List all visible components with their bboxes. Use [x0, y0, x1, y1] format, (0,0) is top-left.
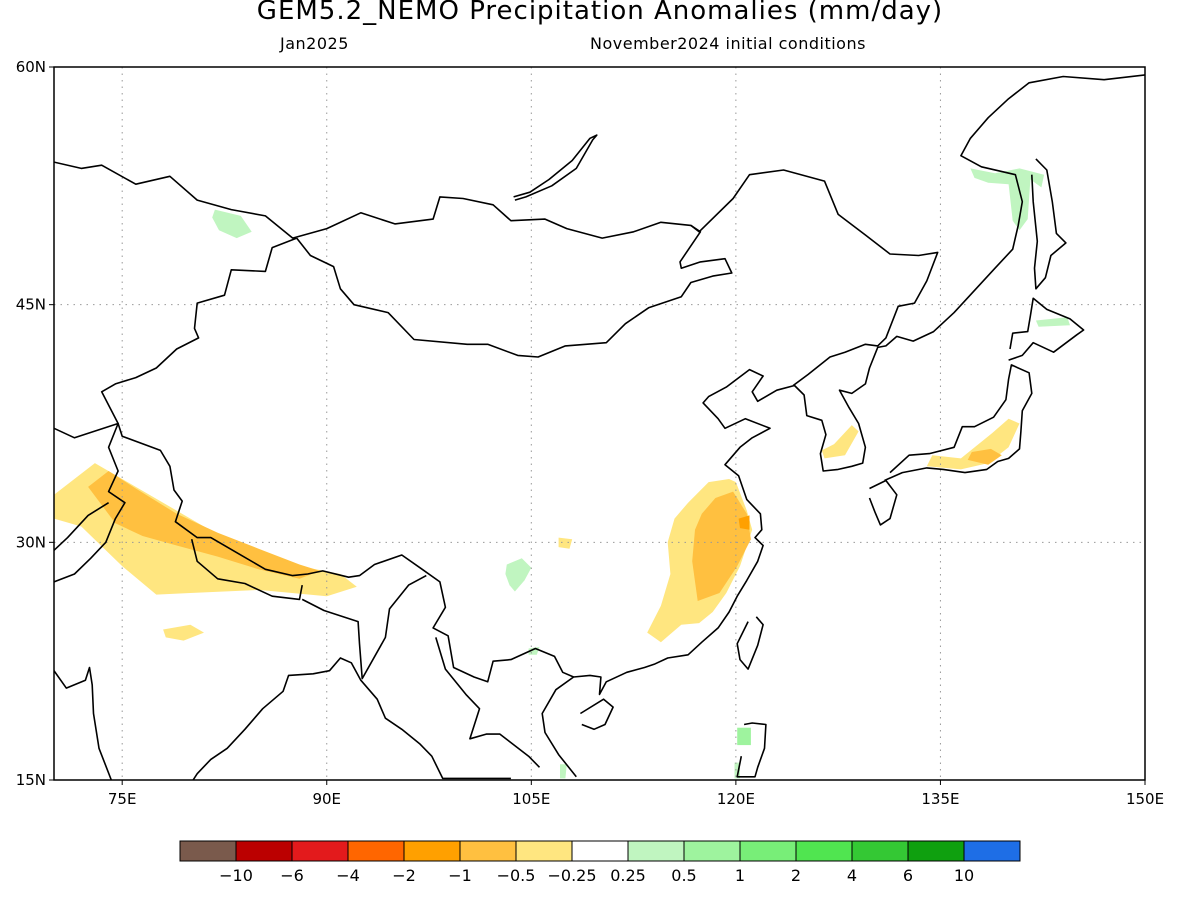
colorbar-swatch: [515, 840, 573, 862]
coastline-japan-honshu: [884, 364, 1033, 482]
lat-tick-label: 30N: [16, 533, 46, 551]
axis-labels-layer: 60N 45N 30N 15N 75E 90E 105E 120E 135E 150E: [16, 58, 1164, 808]
colorbar-swatch: [235, 840, 293, 862]
colorbar-label: 0.25: [610, 866, 646, 885]
anomaly-region-central-india-dry: [163, 624, 204, 641]
anomaly-region-japan-dry-inner: [967, 448, 1002, 465]
coastline-japan-hokkaido: [1008, 297, 1085, 361]
anomaly-region-yangtze-delta-drier: [738, 515, 750, 530]
colorbar-label: 1: [735, 866, 745, 885]
colorbar-label: −1: [448, 866, 472, 885]
colorbar-label: 2: [791, 866, 801, 885]
colorbar-swatch: [347, 840, 405, 862]
map-frame: [53, 66, 1146, 781]
anomaly-region-hainan-gulf-wet: [560, 764, 567, 779]
colorbar-swatch: [739, 840, 797, 862]
anomaly-region-hokkaido-wet: [1035, 317, 1070, 327]
coastline-india-nepal-lower: [54, 502, 110, 551]
coastline-china-west-border: [100, 237, 574, 683]
colorbar-swatch: [459, 840, 517, 862]
anomaly-region-kazakh-wet: [212, 209, 252, 239]
initial-conditions-label: November2024 initial conditions: [590, 34, 866, 53]
colorbar-label: −10: [219, 866, 253, 885]
coastline-japan-kyushu: [868, 479, 898, 526]
colorbar-swatch: [571, 840, 629, 862]
lon-tick-label: 75E: [108, 790, 137, 808]
coastline-luzon-north: [736, 722, 767, 778]
anomaly-region-southeast-china-dry-inner: [692, 491, 751, 601]
anomaly-region-sakhalin-wet: [970, 168, 1045, 231]
coastline-indochina-coast: [192, 657, 511, 780]
coastline-indochina-borders: [435, 637, 541, 768]
colorbar-swatch: [683, 840, 741, 862]
lon-tick-label: 105E: [512, 790, 550, 808]
lon-tick-label: 90E: [312, 790, 341, 808]
coastline-sakhalin: [1031, 158, 1067, 290]
colorbar-swatch: [907, 840, 965, 862]
anomaly-region-korea-dry: [821, 425, 859, 459]
lon-tick-label: 150E: [1126, 790, 1164, 808]
colorbar-label: −4: [336, 866, 360, 885]
lat-tick-label: 15N: [16, 771, 46, 789]
colorbar-label: 10: [954, 866, 974, 885]
colorbar-label: −0.25: [547, 866, 596, 885]
coastline-mongolia-china-border: [296, 224, 733, 358]
lat-tick-label: 45N: [16, 296, 46, 314]
colorbar-swatch: [403, 840, 461, 862]
lon-tick-label: 135E: [921, 790, 959, 808]
coastline-lake-baikal: [513, 134, 598, 201]
colorbar-label: 6: [903, 866, 913, 885]
colorbar-swatch: [851, 840, 909, 862]
anomaly-region-yunnan-wet: [505, 558, 532, 592]
coastline-asia-mainland-coast: [541, 74, 1145, 778]
colorbar-swatch: [627, 840, 685, 862]
colorbar-label: −2: [392, 866, 416, 885]
colorbar-label: 4: [847, 866, 857, 885]
coastline-india-west-coast: [54, 654, 113, 780]
colorbar-label: 0.5: [671, 866, 696, 885]
colorbar-swatch: [179, 840, 237, 862]
colorbar: −10 −6 −4 −2 −1 −0.5 −0.25 0.25 0.5 1 2 4 6 10: [179, 840, 1021, 885]
coastline-south-asia-borders: [54, 422, 126, 583]
coastline-taiwan: [736, 616, 764, 670]
anomaly-shading-layer: [54, 168, 1070, 779]
colorbar-swatch: [291, 840, 349, 862]
coastline-nepal-border: [190, 539, 303, 601]
anomaly-region-himalaya-dry-inner: [88, 471, 320, 579]
anomaly-region-taiwan-wet: [737, 727, 751, 746]
lon-tick-label: 120E: [717, 790, 755, 808]
coastline-bangladesh-myanmar-border: [301, 574, 427, 680]
coastline-caspian-aral-edge: [54, 161, 939, 387]
coastline-hainan: [579, 698, 614, 731]
map-title: GEM5.2_NEMO Precipitation Anomalies (mm/…: [256, 0, 944, 26]
lat-tick-label: 60N: [16, 58, 46, 76]
anomaly-region-sichuan-dry: [558, 537, 573, 549]
colorbar-label: −0.5: [497, 866, 536, 885]
valid-month-label: Jan2025: [280, 34, 349, 53]
colorbar-label: −6: [280, 866, 304, 885]
coastline-layer: [54, 74, 1145, 780]
colorbar-swatch: [795, 840, 853, 862]
colorbar-swatch: [963, 840, 1021, 862]
